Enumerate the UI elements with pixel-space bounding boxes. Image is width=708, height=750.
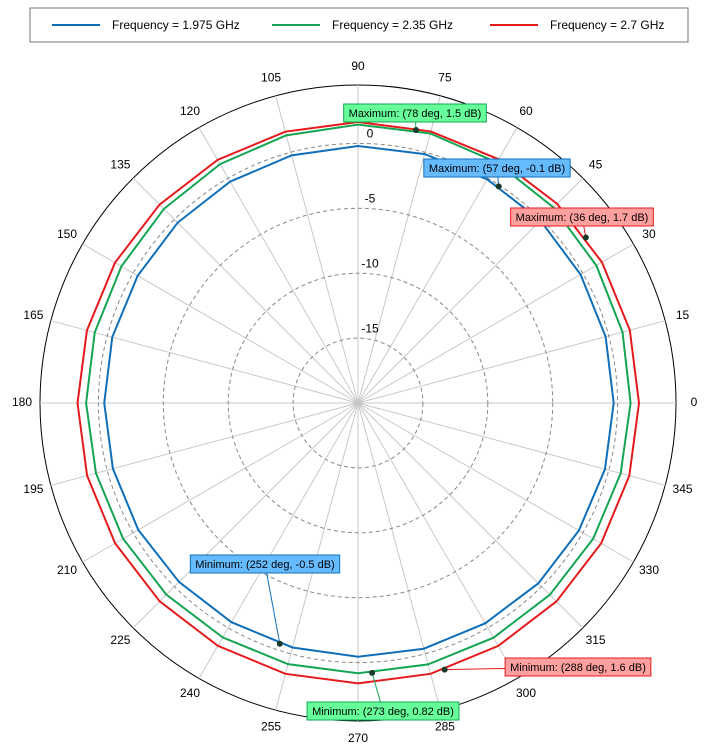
angle-tick-label: 210 — [57, 563, 77, 577]
annotation-label: Maximum: (78 deg, 1.5 dB) — [349, 108, 482, 120]
angle-tick-label: 120 — [180, 104, 200, 118]
angle-grid-line — [357, 402, 441, 711]
annotation-marker — [276, 640, 283, 647]
angle-grid-line — [198, 127, 359, 404]
radial-grid-line — [292, 337, 424, 469]
legend-label: Frequency = 1.975 GHz — [112, 18, 240, 32]
angle-tick-label: 270 — [348, 731, 368, 745]
angle-grid-line — [357, 95, 441, 404]
annotation-marker — [495, 183, 502, 190]
angle-tick-label: 180 — [12, 395, 32, 409]
annotation-marker — [441, 666, 448, 673]
angle-tick-label: 225 — [110, 633, 130, 647]
angle-tick-label: 150 — [57, 227, 77, 241]
annotation-box — [189, 554, 341, 574]
angle-grid-line — [357, 402, 584, 629]
annotation-box — [510, 207, 654, 227]
angle-grid-line — [82, 402, 359, 563]
radial-grid-line — [97, 142, 619, 664]
angle-tick-label: 105 — [261, 71, 281, 85]
angle-grid-line — [357, 320, 666, 404]
angle-tick-label: 0 — [691, 395, 698, 409]
radial-grid-line — [227, 272, 489, 534]
angle-grid-line — [82, 243, 359, 404]
angle-grid-line — [357, 402, 634, 563]
angle-grid-line — [198, 402, 359, 679]
angle-tick-label: 345 — [673, 482, 693, 496]
legend-label: Frequency = 2.7 GHz — [550, 18, 664, 32]
radial-grid-line — [162, 207, 554, 599]
angle-tick-label: 240 — [180, 686, 200, 700]
angle-grid-line — [132, 402, 359, 629]
annotation-box — [504, 657, 652, 677]
angle-tick-label: 165 — [23, 308, 43, 322]
angle-grid-line — [357, 243, 634, 404]
annotation-marker — [413, 127, 420, 134]
angle-tick-label: 300 — [516, 686, 536, 700]
annotation: Maximum: (78 deg, 1.5 dB) — [343, 103, 487, 134]
angle-tick-label: 30 — [642, 227, 656, 241]
radial-tick-label: 0 — [367, 127, 374, 141]
angle-tick-label: 285 — [435, 720, 455, 734]
series-line — [103, 144, 615, 658]
annotation-marker — [369, 669, 376, 676]
angle-tick-label: 90 — [351, 59, 365, 73]
angle-tick-label: 315 — [586, 633, 606, 647]
annotation: Maximum: (36 deg, 1.7 dB) — [510, 207, 654, 241]
annotation-label: Minimum: (273 deg, 0.82 dB) — [312, 706, 454, 718]
annotation-marker — [582, 234, 589, 241]
annotation: Maximum: (57 deg, -0.1 dB) — [423, 158, 571, 190]
angle-tick-label: 45 — [589, 158, 603, 172]
angle-grid-line — [357, 402, 518, 679]
annotation: Minimum: (288 deg, 1.6 dB) — [441, 657, 652, 677]
angle-tick-label: 255 — [261, 720, 281, 734]
angle-tick-label: 75 — [438, 71, 452, 85]
annotation-label: Minimum: (288 deg, 1.6 dB) — [510, 662, 646, 674]
angle-grid-line — [50, 320, 359, 404]
angle-grid-line — [275, 95, 359, 404]
annotation: Minimum: (273 deg, 0.82 dB) — [306, 669, 460, 721]
angle-grid-line — [50, 402, 359, 486]
angle-tick-label: 195 — [23, 482, 43, 496]
angle-tick-label: 330 — [639, 563, 659, 577]
annotation-leader — [264, 563, 281, 644]
annotation: Minimum: (252 deg, -0.5 dB) — [189, 554, 341, 647]
annotation-label: Maximum: (36 deg, 1.7 dB) — [516, 212, 649, 224]
annotation-box — [306, 701, 460, 721]
annotation-label: Minimum: (252 deg, -0.5 dB) — [195, 559, 334, 571]
radial-tick-label: -10 — [361, 256, 379, 270]
annotation-box — [343, 103, 487, 123]
radial-tick-label: -5 — [365, 191, 376, 205]
legend-box — [29, 7, 689, 43]
angle-tick-label: 135 — [110, 158, 130, 172]
angle-grid-line — [357, 402, 666, 486]
annotation-label: Maximum: (57 deg, -0.1 dB) — [429, 163, 565, 175]
angle-tick-label: 15 — [676, 308, 690, 322]
legend-label: Frequency = 2.35 GHz — [332, 18, 453, 32]
angle-grid-line — [132, 177, 359, 404]
radial-tick-label: -15 — [361, 321, 379, 335]
angle-tick-label: 60 — [519, 104, 533, 118]
annotation-box — [423, 158, 571, 178]
